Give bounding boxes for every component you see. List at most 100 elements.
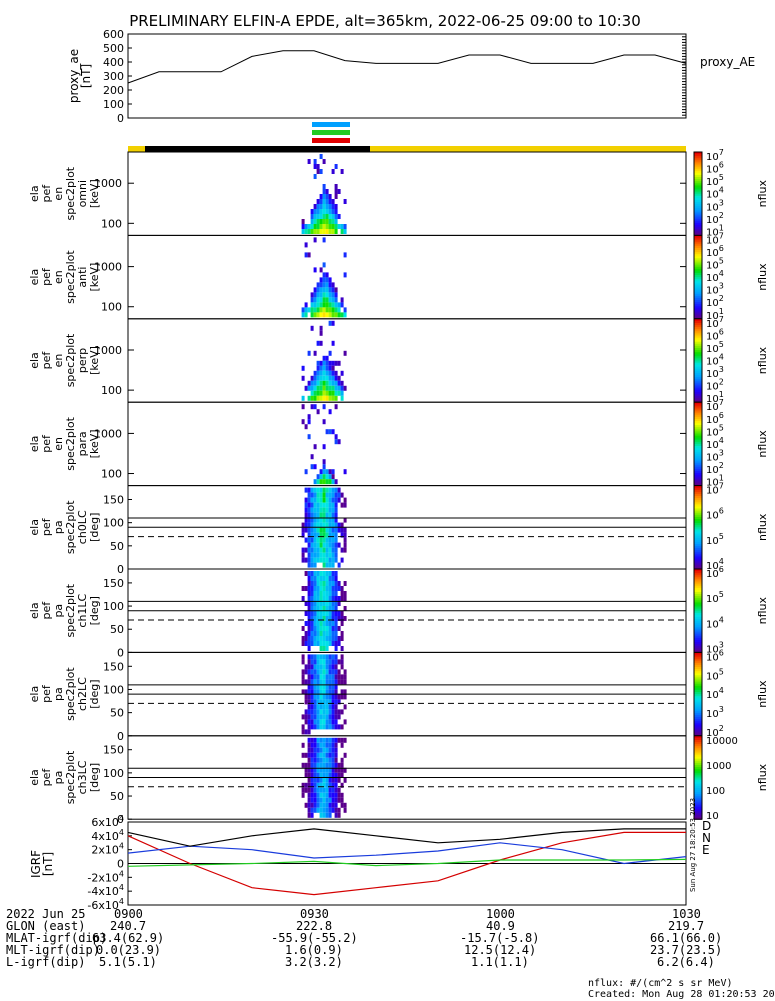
spectrogram-cell <box>334 737 338 743</box>
spectrogram-cell <box>328 694 332 700</box>
colorbar-cell <box>694 810 702 814</box>
spectrogram-cell <box>331 747 335 753</box>
spectrogram-cell <box>307 611 311 616</box>
colorbar-cell <box>694 202 702 205</box>
spectrogram-cell <box>331 641 335 646</box>
colorbar-cell <box>694 804 702 808</box>
spectrogram-cell <box>328 479 332 485</box>
panel-ylabel: spec2plot <box>64 333 77 387</box>
spectrogram-cell <box>313 709 317 715</box>
spectrogram-cell <box>301 626 305 631</box>
colorbar-cell <box>694 368 702 372</box>
spectrogram-cell <box>316 601 320 606</box>
colorbar-cell <box>694 604 702 608</box>
colorbar-cell <box>694 291 702 295</box>
spectrogram-cell <box>328 562 332 568</box>
spectrogram-cell <box>310 679 314 685</box>
spectrogram-cell <box>313 214 317 219</box>
spectrogram-cell <box>322 532 326 538</box>
colorbar-cell <box>694 197 702 201</box>
spectrogram-cell <box>313 224 317 229</box>
igrf-panel: 6x1044x1042x1040-2x104-4x104-6x104DNEIGR… <box>29 798 711 912</box>
colorbar-tick-exponent: 7 <box>719 148 724 157</box>
spectrogram-cell <box>307 777 311 783</box>
spectrogram-cell <box>316 204 320 209</box>
spectrogram-cell <box>313 767 317 773</box>
spectrogram-cell <box>322 189 326 194</box>
spectrogram-cell <box>319 616 323 621</box>
colorbar-cell <box>694 435 702 439</box>
colorbar-cell <box>694 350 702 353</box>
spectrogram-cell <box>316 571 320 576</box>
spectrogram-cell <box>331 204 335 209</box>
colorbar-tick-label: 10 <box>706 811 719 822</box>
spectrogram-cell <box>319 724 323 730</box>
spectrogram-cell <box>322 302 326 308</box>
spectrogram-cell <box>301 742 305 748</box>
spectrogram-cell <box>328 219 332 224</box>
colorbar-cell <box>694 318 702 322</box>
ae-series-line <box>127 50 687 84</box>
spectrogram-cell <box>319 596 323 601</box>
spectrogram-cell <box>307 742 311 748</box>
spectrogram-cell <box>307 414 311 420</box>
spectrogram-cell <box>304 497 308 503</box>
colorbar-tick-label: 105 <box>706 667 724 682</box>
spectrogram-cell <box>307 385 311 391</box>
spectrogram-cell <box>334 395 338 401</box>
spectrogram-cell <box>340 557 344 563</box>
energy-ytick-label: 100 <box>101 217 122 230</box>
colorbar-cell <box>694 241 702 245</box>
spectrogram-cell <box>343 767 347 773</box>
colorbar-tick-label: 104 <box>706 615 724 630</box>
colorbar-cell <box>694 639 702 643</box>
spectrogram-cell <box>310 807 314 813</box>
panel-ylabel: ela <box>28 185 41 202</box>
colorbar-cell <box>694 725 702 729</box>
colorbar-cell <box>694 189 702 193</box>
spectrogram-cell <box>325 742 329 748</box>
spectrogram-cell <box>301 787 305 793</box>
spectrogram-cell <box>310 601 314 606</box>
spectrogram-cell <box>331 792 335 798</box>
colorbar-cell <box>694 617 702 620</box>
spectrogram-cell <box>310 767 314 773</box>
spectrogram-cell <box>316 214 320 219</box>
spectrogram-cell <box>337 724 341 730</box>
spectrogram-cell <box>319 674 323 680</box>
spectrogram-cell <box>322 719 326 725</box>
footer-row-value: 1.6(0.9) <box>285 943 343 957</box>
colorbar-cell <box>694 183 702 186</box>
colorbar-cell <box>694 506 702 510</box>
spectrogram-cell <box>307 527 311 533</box>
spectrogram-cell <box>328 571 332 576</box>
spectrogram-cell <box>328 772 332 778</box>
panel-ylabel: en <box>52 187 65 201</box>
spectrogram-cell <box>319 762 323 768</box>
pa-ytick-label: 100 <box>103 517 124 530</box>
colorbar-cell <box>694 715 702 718</box>
spectrogram-cell <box>322 469 326 475</box>
spectrogram-cell <box>310 380 314 386</box>
spectrogram-cell <box>325 807 329 813</box>
spectrogram-cell <box>316 679 320 685</box>
spectrogram-cell <box>328 194 332 199</box>
spectrogram-cell <box>340 659 344 665</box>
spectrogram-cell <box>331 365 335 371</box>
colorbar-cell <box>694 210 702 214</box>
spectrogram-cell <box>325 214 329 219</box>
panel-frame <box>127 151 687 236</box>
spectrogram-cell <box>319 714 323 720</box>
spectrogram-cell <box>340 502 344 508</box>
spectrogram-cell <box>340 709 344 715</box>
colorbar-cell <box>694 602 702 606</box>
colorbar-cell <box>694 185 702 189</box>
colorbar-cell <box>694 779 702 783</box>
spectrogram-cell <box>328 704 332 710</box>
spectrogram-cell <box>307 659 311 665</box>
spectrogram-cell <box>337 385 341 391</box>
colorbar-cell <box>694 354 702 357</box>
colorbar-cell <box>694 537 702 541</box>
spectrogram-cell <box>334 714 338 720</box>
spectrogram-cell <box>325 737 329 743</box>
